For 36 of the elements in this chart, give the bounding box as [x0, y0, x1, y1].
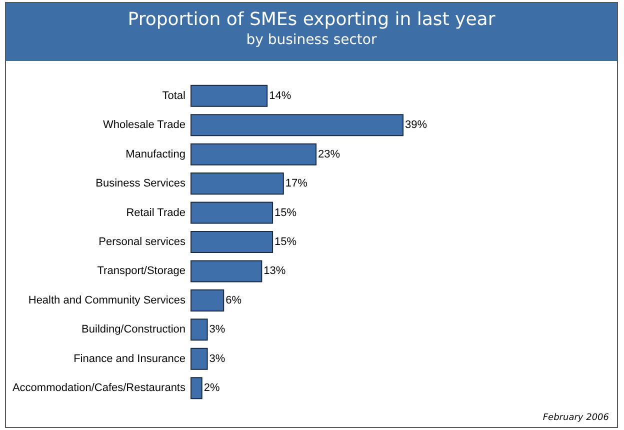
y-tick-label: Manufacting	[126, 148, 186, 160]
y-tick-label: Retail Trade	[126, 206, 186, 219]
y-tick-label: Finance and Insurance	[74, 352, 186, 365]
data-label: 39%	[405, 119, 428, 132]
y-tick-label: Health and Community Services	[28, 294, 186, 306]
bar	[190, 318, 208, 341]
data-label: 3%	[209, 324, 226, 336]
data-label: 14%	[269, 90, 292, 102]
data-label: 15%	[274, 206, 297, 219]
y-tick-label: Personal services	[98, 236, 186, 248]
bar	[190, 114, 404, 136]
bar	[190, 377, 202, 400]
bar	[190, 230, 274, 254]
data-label: 2%	[204, 382, 220, 394]
y-tick-label: Transport/Storage	[97, 265, 186, 278]
bar	[190, 289, 224, 312]
chart-subtitle: by business sector	[245, 31, 378, 49]
bar	[190, 202, 274, 224]
bar	[190, 172, 284, 195]
data-label: 3%	[209, 352, 226, 365]
data-label: 17%	[285, 178, 308, 190]
bar	[190, 260, 262, 282]
y-tick-label: Total	[162, 90, 186, 102]
bar	[190, 348, 208, 370]
bar	[190, 143, 317, 166]
data-label: 23%	[318, 148, 340, 160]
data-label: 13%	[264, 265, 286, 278]
y-tick-label: Wholesale Trade	[102, 119, 186, 132]
chart-title: Proportion of SMEs exporting in last year	[126, 9, 496, 31]
data-label: 15%	[274, 236, 297, 248]
data-label: 6%	[226, 294, 242, 306]
y-tick-label: Accommodation/Cafes/Restaurants	[12, 382, 186, 394]
y-tick-label: Building/Construction	[82, 324, 186, 336]
text: February 2006	[542, 413, 609, 423]
y-tick-label: Business Services	[96, 178, 186, 190]
bar	[190, 84, 268, 107]
